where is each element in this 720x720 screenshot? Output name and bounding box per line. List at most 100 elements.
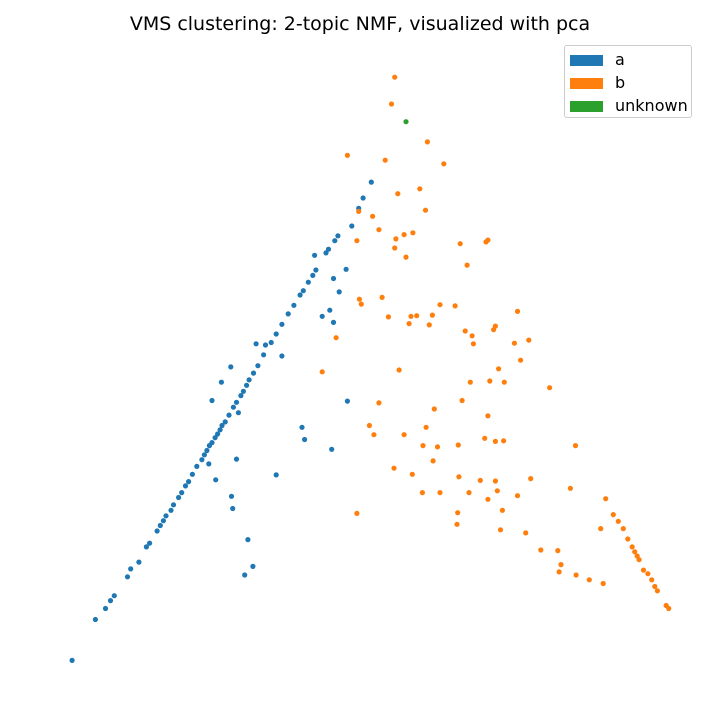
legend-label-a: a [615, 50, 625, 69]
point-a-81 [330, 275, 337, 282]
point-a-13 [163, 513, 169, 519]
point-b-24 [379, 294, 385, 300]
point-b-56 [430, 458, 436, 464]
point-a-67 [233, 456, 240, 462]
point-b-74 [497, 527, 504, 533]
point-a-15 [170, 502, 177, 508]
point-b-77 [610, 511, 616, 518]
point-a-1 [92, 616, 98, 623]
point-a-40 [261, 352, 267, 358]
point-a-19 [186, 479, 192, 485]
legend-item-a: a [565, 49, 691, 71]
point-b-41 [467, 379, 473, 385]
point-b-31 [437, 302, 443, 308]
point-a-12 [160, 518, 166, 524]
point-a-52 [325, 246, 332, 252]
point-b-22 [356, 296, 362, 302]
point-a-22 [199, 457, 205, 463]
point-a-83 [343, 266, 349, 272]
point-b-73 [454, 521, 460, 527]
legend-label-b: b [615, 73, 626, 92]
point-b-96 [586, 577, 592, 583]
point-b-53 [492, 438, 498, 444]
point-b-3 [441, 161, 447, 167]
point-a-31 [222, 419, 228, 425]
point-b-106 [423, 424, 429, 430]
point-a-66 [279, 353, 285, 359]
point-b-108 [409, 471, 415, 477]
point-a-35 [238, 393, 244, 399]
point-b-70 [603, 496, 609, 502]
point-b-46 [376, 400, 382, 406]
point-b-87 [649, 577, 655, 583]
point-b-55 [572, 443, 579, 449]
point-a-34 [233, 399, 240, 405]
point-b-101 [485, 413, 491, 419]
point-b-81 [629, 544, 635, 550]
point-a-77 [302, 436, 308, 443]
point-b-85 [640, 567, 647, 573]
point-b-65 [466, 490, 472, 496]
point-a-23 [201, 452, 207, 458]
point-a-18 [182, 483, 189, 489]
point-a-6 [128, 566, 134, 572]
point-b-10 [370, 213, 376, 219]
point-b-67 [514, 493, 521, 499]
point-a-55 [349, 223, 355, 229]
point-b-30 [426, 322, 432, 328]
point-b-102 [496, 366, 502, 372]
point-b-64 [437, 490, 443, 496]
point-b-94 [558, 562, 564, 568]
point-unknown-0 [403, 119, 409, 125]
point-b-52 [482, 435, 488, 441]
point-a-0 [69, 657, 75, 664]
point-b-75 [523, 530, 529, 536]
point-a-82 [327, 307, 333, 313]
point-a-45 [291, 302, 297, 308]
point-a-33 [230, 404, 236, 410]
legend-item-unknown: unknown [565, 95, 691, 117]
point-a-49 [310, 272, 316, 278]
point-a-59 [209, 397, 215, 404]
point-b-11 [376, 227, 382, 233]
point-a-38 [250, 370, 257, 376]
point-b-47 [366, 422, 372, 429]
point-b-62 [567, 485, 574, 491]
point-b-17 [403, 254, 409, 260]
point-a-41 [268, 339, 274, 346]
point-a-76 [299, 424, 305, 430]
point-a-3 [107, 598, 114, 604]
point-b-93 [555, 548, 561, 554]
point-b-6 [417, 186, 423, 192]
point-b-27 [406, 321, 412, 327]
point-b-68 [485, 496, 491, 502]
point-b-71 [455, 510, 461, 516]
point-a-43 [279, 321, 285, 327]
point-a-65 [262, 342, 269, 348]
point-b-49 [401, 432, 407, 438]
point-a-48 [305, 279, 311, 285]
point-b-69 [499, 507, 505, 513]
point-b-21 [464, 262, 470, 268]
point-b-38 [333, 335, 339, 341]
point-a-4 [111, 593, 117, 599]
point-a-79 [319, 313, 325, 319]
point-a-10 [154, 528, 160, 534]
point-b-82 [632, 549, 638, 555]
point-a-9 [147, 540, 153, 546]
point-a-75 [273, 472, 279, 478]
point-a-30 [219, 422, 225, 429]
point-a-47 [300, 288, 306, 294]
point-b-13 [393, 236, 399, 242]
point-a-53 [332, 238, 338, 244]
point-b-99 [470, 341, 476, 347]
points-layer [69, 74, 672, 664]
point-b-23 [358, 301, 364, 307]
point-b-36 [514, 308, 521, 314]
point-a-2 [102, 605, 109, 612]
point-b-15 [410, 230, 416, 236]
point-a-42 [273, 331, 279, 337]
point-b-76 [598, 526, 604, 532]
point-b-54 [501, 438, 507, 444]
legend-swatch-b [570, 78, 603, 89]
